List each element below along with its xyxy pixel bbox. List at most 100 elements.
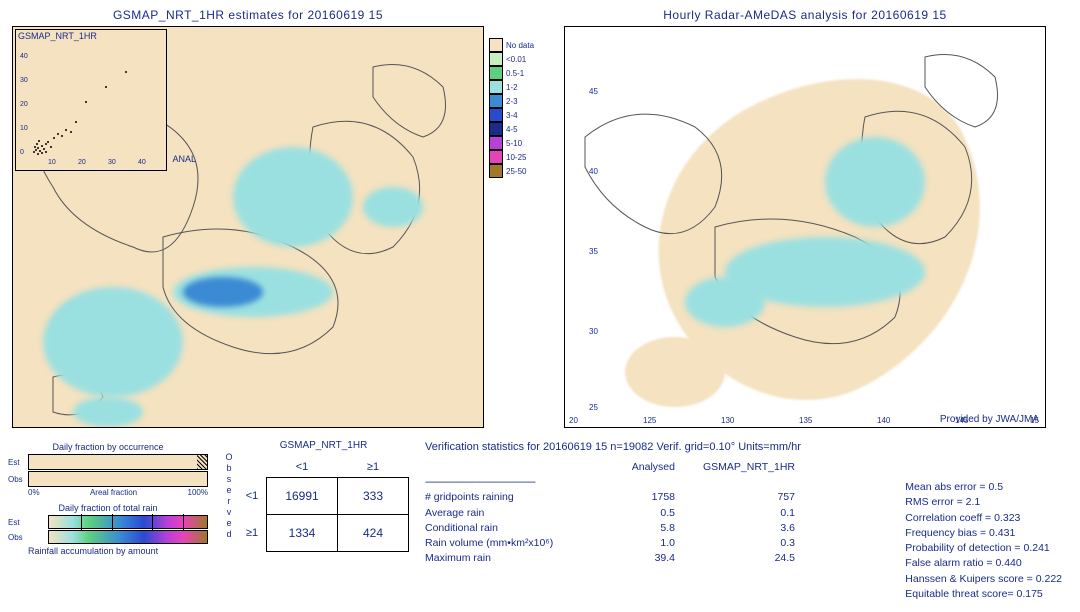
- lon-140: 140: [877, 416, 890, 425]
- legend-row: 2-3: [489, 94, 544, 108]
- stat-analysed: 1758: [605, 490, 675, 505]
- stat-label: Rain volume (mm•km²x10⁶): [425, 536, 605, 551]
- lon-120: 20: [569, 416, 578, 425]
- svg-text:40: 40: [20, 53, 28, 60]
- occ-obs-row: Obs: [8, 471, 208, 487]
- stat-model: 0.3: [675, 536, 795, 551]
- occ-est-bar: [28, 454, 208, 470]
- legend-row: 3-4: [489, 108, 544, 122]
- legend-label: <0.01: [506, 55, 526, 64]
- legend-swatch: [489, 38, 503, 52]
- rain-blob: [363, 187, 423, 227]
- metric-line: RMS error = 2.1: [905, 495, 1062, 510]
- stat-analysed: 5.8: [605, 521, 675, 536]
- rain-title: Daily fraction of total rain: [8, 503, 208, 513]
- legend-row: 4-5: [489, 122, 544, 136]
- lat-40: 40: [589, 167, 598, 176]
- svg-text:20: 20: [78, 159, 86, 166]
- metric-line: Mean abs error = 0.5: [905, 480, 1062, 495]
- ct-row1: <1: [238, 478, 267, 515]
- scatter-svg: 010203040 10203040: [16, 42, 166, 167]
- legend-label: 25-50: [506, 167, 526, 176]
- axis-mid: Areal fraction: [90, 488, 137, 497]
- stat-label: Maximum rain: [425, 551, 605, 566]
- rain-obs-bar: [48, 530, 208, 544]
- right-map-panel: Hourly Radar-AMeDAS analysis for 2016061…: [564, 8, 1046, 428]
- stat-analysed: 0.5: [605, 506, 675, 521]
- est-label: Est: [8, 458, 28, 467]
- metric-line: Correlation coeff = 0.323: [905, 511, 1062, 526]
- svg-text:30: 30: [108, 159, 116, 166]
- legend-swatch: [489, 66, 503, 80]
- metric-line: Frequency bias = 0.431: [905, 526, 1062, 541]
- lon-130: 130: [721, 416, 734, 425]
- metric-line: Probability of detection = 0.241: [905, 541, 1062, 556]
- legend-row: 25-50: [489, 164, 544, 178]
- legend-swatch: [489, 136, 503, 150]
- rain-blob: [685, 277, 765, 327]
- legend-swatch: [489, 80, 503, 94]
- maps-row: GSMAP_NRT_1HR estimates for 20160619 15 …: [8, 8, 1072, 428]
- ct-c22: 424: [338, 515, 409, 552]
- svg-text:10: 10: [20, 125, 28, 132]
- inset-anal-label: ANAL: [172, 154, 196, 164]
- metrics-list: Mean abs error = 0.5RMS error = 2.1Corre…: [905, 480, 1062, 602]
- lon-135: 135: [799, 416, 812, 425]
- occ-obs-bar: [28, 471, 208, 487]
- ct-row2: ≥1: [238, 515, 267, 552]
- stat-analysed: 39.4: [605, 551, 675, 566]
- contingency-block: GSMAP_NRT_1HR <1 ≥1 <1 16991 333 ≥1 1334…: [238, 440, 409, 552]
- stat-analysed: 1.0: [605, 536, 675, 551]
- obs-label-2: Obs: [8, 533, 28, 542]
- right-map-title: Hourly Radar-AMeDAS analysis for 2016061…: [564, 8, 1046, 22]
- metric-line: Hanssen & Kuipers score = 0.222: [905, 572, 1062, 587]
- bars-column: Daily fraction by occurrence Est Obs 0% …: [8, 440, 208, 558]
- stats-header: Analysed GSMAP_NRT_1HR: [425, 460, 1072, 475]
- metric-line: False alarm ratio = 0.440: [905, 556, 1062, 571]
- svg-text:10: 10: [48, 159, 56, 166]
- rain-blob: [73, 397, 143, 427]
- occ-axis: 0% Areal fraction 100%: [28, 488, 208, 497]
- est-label-2: Est: [8, 518, 28, 527]
- rain-blob: [43, 287, 183, 397]
- legend-label: 2-3: [506, 97, 518, 106]
- legend-label: 0.5-1: [506, 69, 524, 78]
- accum-title: Rainfall accumulation by amount: [28, 546, 208, 556]
- rain-obs-row: Obs: [8, 530, 208, 544]
- svg-text:0: 0: [20, 149, 24, 156]
- right-map-frame: 45 40 35 30 25 20 125 130 135 140 145 15…: [564, 26, 1046, 428]
- rain-est-row: Est: [8, 515, 208, 529]
- provided-by: Provided by JWA/JMA: [940, 414, 1039, 425]
- rain-est-bar: [48, 515, 208, 529]
- stats-title: Verification statistics for 20160619 15 …: [425, 440, 1072, 456]
- stat-label: Average rain: [425, 506, 605, 521]
- legend-swatch: [489, 108, 503, 122]
- lat-30: 30: [589, 327, 598, 336]
- legend-row: No data: [489, 38, 544, 52]
- svg-text:40: 40: [138, 159, 146, 166]
- stat-model: 24.5: [675, 551, 795, 566]
- rain-blob: [233, 147, 353, 247]
- legend-row: 0.5-1: [489, 66, 544, 80]
- rain-blob: [825, 137, 925, 227]
- legend-swatch: [489, 122, 503, 136]
- hdr-analysed: Analysed: [605, 460, 675, 475]
- occ-title: Daily fraction by occurrence: [8, 442, 208, 452]
- lat-45: 45: [589, 87, 598, 96]
- legend-swatch: [489, 94, 503, 108]
- coastline-svg-right: [565, 27, 1045, 427]
- lat-25: 25: [589, 403, 598, 412]
- color-legend: No data<0.010.5-11-22-33-44-55-1010-2525…: [489, 38, 544, 178]
- legend-row: 10-25: [489, 150, 544, 164]
- ct-c12: 333: [338, 478, 409, 515]
- stat-model: 0.1: [675, 506, 795, 521]
- ct-col2: ≥1: [338, 457, 409, 478]
- svg-text:30: 30: [20, 77, 28, 84]
- legend-row: 5-10: [489, 136, 544, 150]
- axis-right: 100%: [188, 488, 208, 497]
- left-map-title: GSMAP_NRT_1HR estimates for 20160619 15: [12, 8, 484, 22]
- left-map-frame: GSMAP_NRT_1HR 010203040 10203040: [12, 26, 484, 428]
- observed-vert: Observed: [224, 452, 234, 540]
- legend-swatch: [489, 52, 503, 66]
- stat-label: # gridpoints raining: [425, 490, 605, 505]
